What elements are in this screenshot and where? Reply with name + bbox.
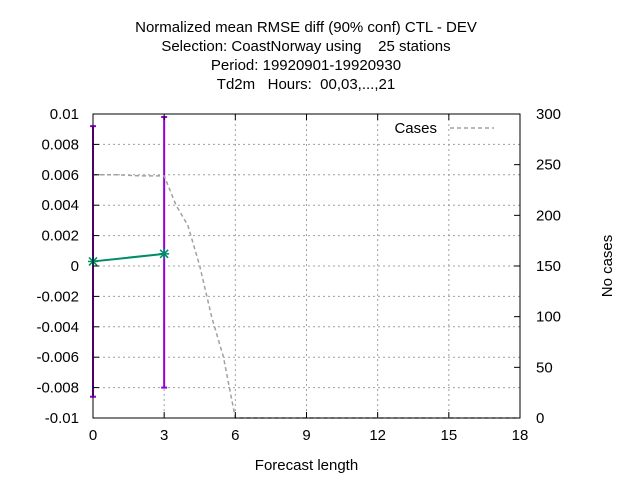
y2-tick-label: 200	[536, 207, 561, 224]
y-tick-label: -0.008	[36, 380, 79, 397]
title-line: Period: 19920901-19920930	[211, 57, 401, 74]
y2-axis-label: No cases	[599, 235, 616, 298]
y-tick-label: -0.01	[45, 410, 79, 427]
title-line: Selection: CoastNorway using 25 stations	[161, 38, 450, 55]
y-tick-label: -0.002	[36, 288, 79, 305]
x-tick-label: 9	[302, 427, 310, 444]
legend: Cases	[394, 120, 494, 137]
x-tick-label: 3	[160, 427, 168, 444]
y2-tick-label: 300	[536, 106, 561, 123]
x-tick-label: 12	[369, 427, 386, 444]
cases-line	[93, 174, 520, 419]
x-axis-label: Forecast length	[255, 457, 358, 474]
grid	[93, 114, 520, 418]
y-tick-label: 0.008	[41, 136, 79, 153]
y-tick-label: -0.006	[36, 349, 79, 366]
y2-tick-label: 100	[536, 309, 561, 326]
y-tick-label: 0	[71, 258, 79, 275]
axis-ticks: 0 3 6 9 12 15 18 -0.01 -0.008 -0.006 -0.004 -0.002 0…	[36, 106, 561, 444]
data-point	[159, 248, 170, 259]
y2-tick-label: 0	[536, 410, 544, 427]
y-tick-label: 0.006	[41, 167, 79, 184]
title-line: Normalized mean RMSE diff (90% conf) CTL…	[135, 19, 477, 36]
legend-label: Cases	[394, 120, 437, 137]
y-tick-label: 0.002	[41, 228, 79, 245]
y-tick-label: -0.004	[36, 319, 79, 336]
y2-tick-label: 150	[536, 258, 561, 275]
y-tick-label: 0.01	[50, 106, 79, 123]
y2-tick-label: 250	[536, 157, 561, 174]
chart-title: Normalized mean RMSE diff (90% conf) CTL…	[135, 19, 477, 93]
y-tick-label: 0.004	[41, 197, 79, 214]
x-tick-label: 15	[440, 427, 457, 444]
title-line: Td2m Hours: 00,03,...,21	[217, 76, 395, 93]
x-tick-label: 0	[89, 427, 97, 444]
series-layer	[88, 116, 520, 419]
rmse-diff-line	[92, 252, 165, 263]
x-tick-label: 6	[231, 427, 239, 444]
x-tick-label: 18	[512, 427, 529, 444]
y2-tick-label: 50	[536, 359, 553, 376]
